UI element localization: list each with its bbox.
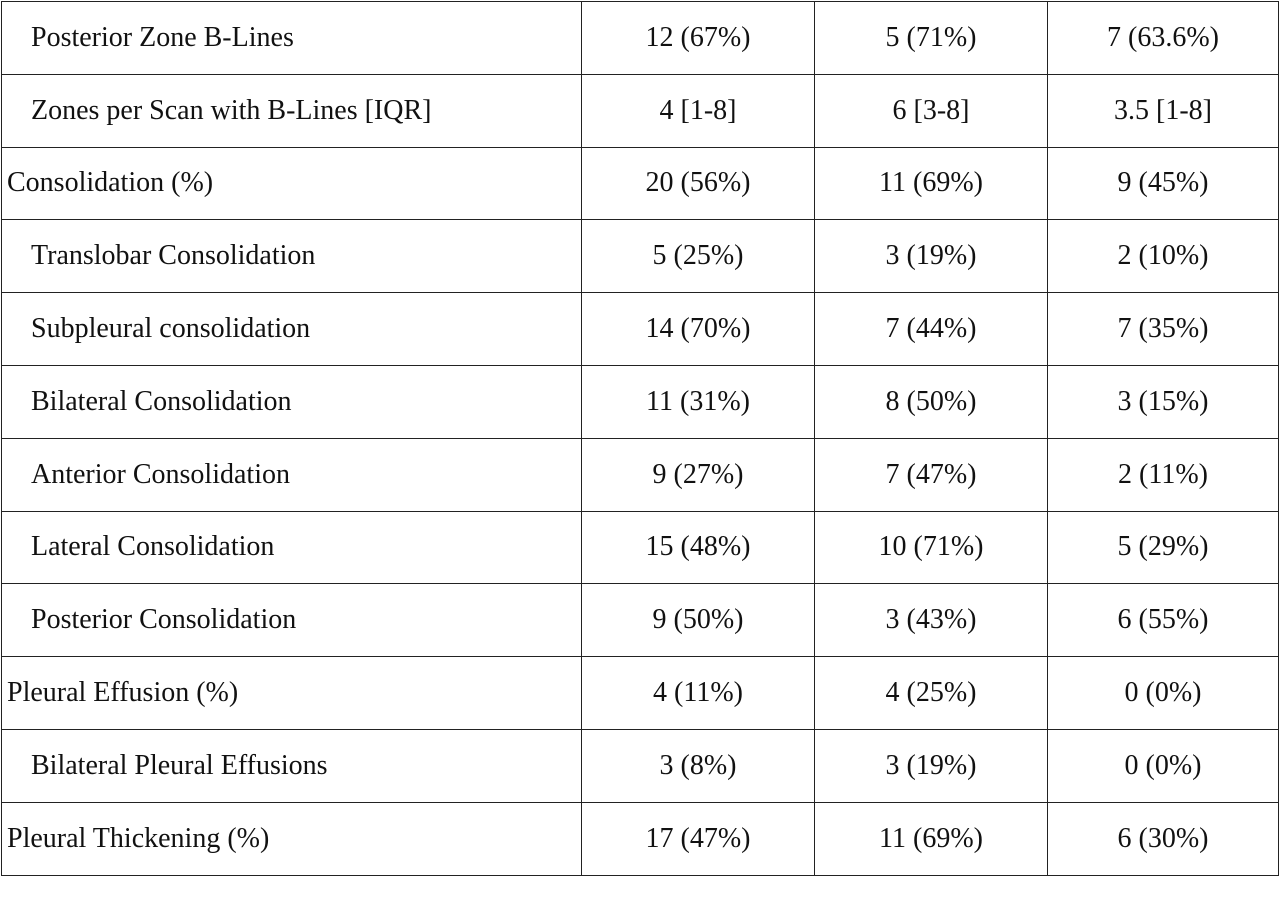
row-label: Subpleural consolidation (1, 292, 582, 366)
cell-value: 7 (44%) (814, 292, 1048, 366)
table-row: Pleural Thickening (%) 17 (47%) 11 (69%) 6 … (1, 801, 1279, 876)
table-row: Bilateral Consolidation 11 (31%) 8 (50%) 3 … (1, 364, 1279, 439)
row-label: Posterior Zone B-Lines (1, 1, 582, 75)
cell-value: 6 (55%) (1047, 583, 1279, 658)
cell-value: 3 (8%) (581, 728, 815, 803)
row-label: Posterior Consolidation (1, 583, 582, 658)
row-label: Zones per Scan with B-Lines [IQR] (1, 73, 582, 148)
row-label: Anterior Consolidation (1, 437, 582, 512)
row-label: Bilateral Consolidation (1, 364, 582, 439)
cell-value: 9 (50%) (581, 583, 815, 658)
table-row: Lateral Consolidation 15 (48%) 10 (71%) 5 (… (1, 510, 1279, 585)
cell-value: 11 (69%) (814, 801, 1048, 876)
cell-value: 15 (48%) (581, 510, 815, 585)
table-row: Posterior Consolidation 9 (50%) 3 (43%) 6 (… (1, 583, 1279, 658)
cell-value: 4 (11%) (581, 656, 815, 730)
cell-value: 6 (30%) (1047, 801, 1279, 876)
cell-value: 11 (69%) (814, 146, 1048, 221)
cell-value: 7 (47%) (814, 437, 1048, 512)
row-label: Translobar Consolidation (1, 219, 582, 294)
row-label: Bilateral Pleural Effusions (1, 728, 582, 803)
cell-value: 14 (70%) (581, 292, 815, 366)
cell-value: 20 (56%) (581, 146, 815, 221)
cell-value: 17 (47%) (581, 801, 815, 876)
table-row: Consolidation (%) 20 (56%) 11 (69%) 9 (45%) (1, 146, 1279, 221)
cell-value: 0 (0%) (1047, 656, 1279, 730)
cell-value: 5 (25%) (581, 219, 815, 294)
cell-value: 8 (50%) (814, 364, 1048, 439)
cell-value: 7 (63.6%) (1047, 1, 1279, 75)
cell-value: 2 (11%) (1047, 437, 1279, 512)
cell-value: 11 (31%) (581, 364, 815, 439)
cell-value: 4 [1-8] (581, 73, 815, 148)
cell-value: 3 (19%) (814, 728, 1048, 803)
table-row: Bilateral Pleural Effusions 3 (8%) 3 (19%)… (1, 728, 1279, 803)
table-row: Pleural Effusion (%) 4 (11%) 4 (25%) 0 (0%) (1, 656, 1279, 730)
row-label: Lateral Consolidation (1, 510, 582, 585)
cell-value: 3.5 [1-8] (1047, 73, 1279, 148)
cell-value: 3 (15%) (1047, 364, 1279, 439)
table-body: Posterior Zone B-Lines 12 (67%) 5 (71%) 7 (… (1, 1, 1279, 876)
row-label: Pleural Thickening (%) (1, 801, 582, 876)
cell-value: 6 [3-8] (814, 73, 1048, 148)
cell-value: 12 (67%) (581, 1, 815, 75)
table-row: Subpleural consolidation 14 (70%) 7 (44%) 7… (1, 292, 1279, 366)
cell-value: 9 (45%) (1047, 146, 1279, 221)
row-label: Pleural Effusion (%) (1, 656, 582, 730)
table-row: Posterior Zone B-Lines 12 (67%) 5 (71%) 7 (… (1, 1, 1279, 75)
cell-value: 9 (27%) (581, 437, 815, 512)
cell-value: 2 (10%) (1047, 219, 1279, 294)
cell-value: 0 (0%) (1047, 728, 1279, 803)
cell-value: 3 (43%) (814, 583, 1048, 658)
cell-value: 5 (29%) (1047, 510, 1279, 585)
cell-value: 7 (35%) (1047, 292, 1279, 366)
cell-value: 4 (25%) (814, 656, 1048, 730)
table-row: Translobar Consolidation 5 (25%) 3 (19%) 2 … (1, 219, 1279, 294)
data-table: Posterior Zone B-Lines 12 (67%) 5 (71%) 7 (… (1, 1, 1279, 876)
cell-value: 3 (19%) (814, 219, 1048, 294)
table-row: Anterior Consolidation 9 (27%) 7 (47%) 2 (1… (1, 437, 1279, 512)
cell-value: 5 (71%) (814, 1, 1048, 75)
row-label: Consolidation (%) (1, 146, 582, 221)
table-row: Zones per Scan with B-Lines [IQR] 4 [1-8]… (1, 73, 1279, 148)
cell-value: 10 (71%) (814, 510, 1048, 585)
